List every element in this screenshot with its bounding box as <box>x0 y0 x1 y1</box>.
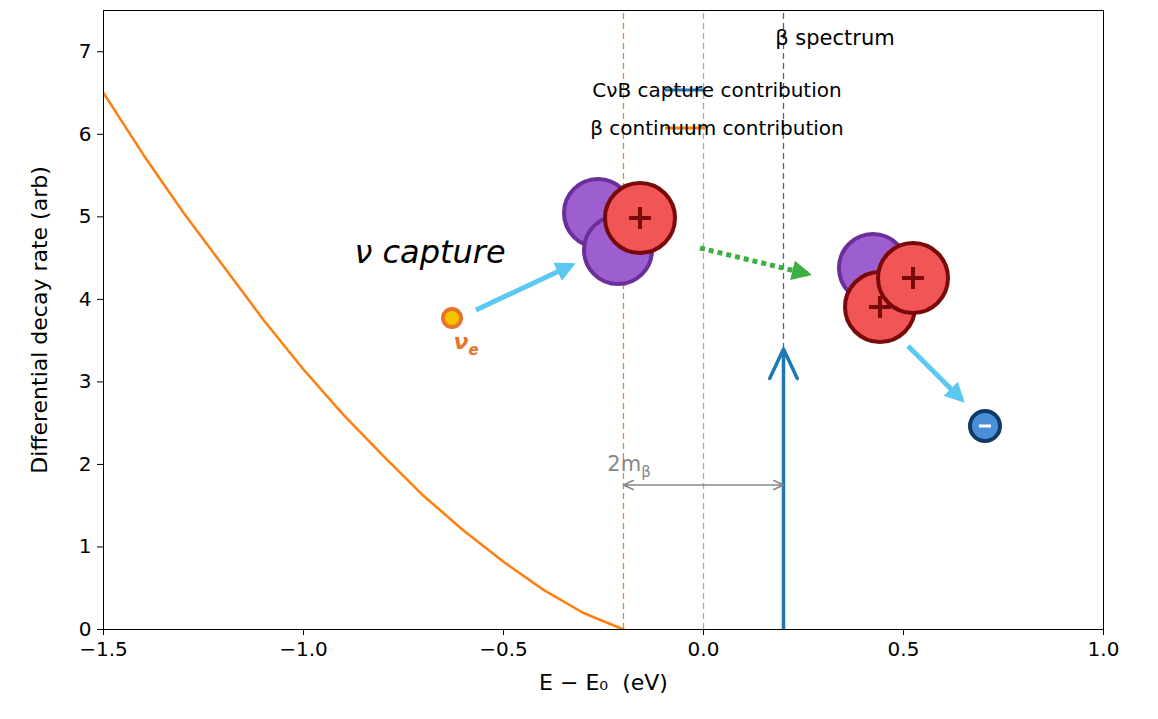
svg-text:β continuum contribution: β continuum contribution <box>590 116 844 140</box>
svg-text:−1.0: −1.0 <box>279 637 328 661</box>
svg-text:4: 4 <box>79 287 92 311</box>
svg-text:1: 1 <box>79 534 92 558</box>
svg-text:β spectrum: β spectrum <box>775 26 894 50</box>
svg-text:5: 5 <box>79 204 92 228</box>
svg-text:ν capture: ν capture <box>354 233 505 271</box>
svg-text:νe: νe <box>453 329 478 359</box>
svg-text:0: 0 <box>79 617 92 641</box>
svg-text:−0.5: −0.5 <box>479 637 528 661</box>
svg-text:2: 2 <box>79 452 92 476</box>
svg-text:3: 3 <box>79 369 92 393</box>
svg-text:6: 6 <box>79 122 92 146</box>
svg-text:0.5: 0.5 <box>888 637 920 661</box>
svg-text:CνB capture contribution: CνB capture contribution <box>592 78 841 102</box>
svg-text:−1.5: −1.5 <box>79 636 128 661</box>
svg-text:2mβ: 2mβ <box>607 452 650 481</box>
svg-text:1.0: 1.0 <box>1088 637 1120 661</box>
svg-text:Differential decay rate (arb): Differential decay rate (arb) <box>27 166 52 474</box>
svg-text:E − E₀ (eV): E − E₀ (eV) <box>539 670 668 695</box>
svg-text:0.0: 0.0 <box>688 637 720 661</box>
svg-text:7: 7 <box>79 39 92 63</box>
